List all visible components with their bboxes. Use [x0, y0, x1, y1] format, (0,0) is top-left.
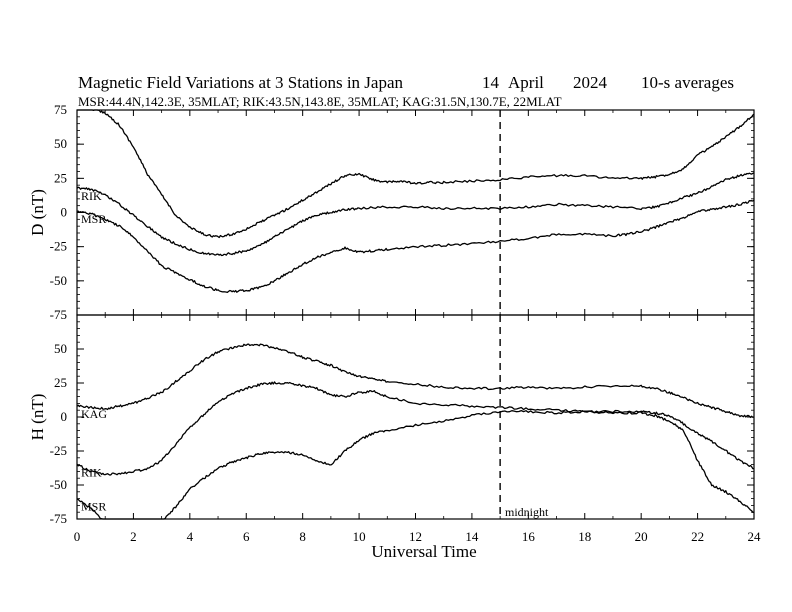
- year-label: 2024: [573, 73, 608, 92]
- station-label-rik: RIK: [81, 466, 102, 480]
- y-tick-label: -25: [50, 443, 67, 458]
- series-line-rik: [76, 172, 755, 257]
- x-tick-label: 0: [74, 529, 81, 544]
- stations-line: MSR:44.4N,142.3E, 35MLAT; RIK:43.5N,143.…: [78, 94, 562, 109]
- y-tick-label: -75: [50, 511, 67, 526]
- axes: 75 50 25 0 -25 -50 -75 D (nT) 50 25 0 -25 -50 -75 H (n…: [28, 102, 761, 544]
- station-labels: RIK MSR KAG RIK MSR: [81, 189, 107, 514]
- series-line-msr: [76, 409, 755, 520]
- series-line-kag: [77, 109, 755, 239]
- averaging-label: 10-s averages: [641, 73, 734, 92]
- panel-frame: [76, 314, 755, 520]
- y-tick-label: 75: [54, 102, 67, 117]
- x-tick-label: 24: [748, 529, 762, 544]
- x-tick-label: 2: [130, 529, 137, 544]
- x-tick-label: 10: [353, 529, 366, 544]
- x-tick-label: 16: [522, 529, 536, 544]
- y-tick-label: -75: [50, 307, 67, 322]
- y-tick-label: -50: [50, 477, 67, 492]
- series-line-msr: [76, 199, 755, 293]
- midnight-label: midnight: [505, 505, 549, 519]
- station-label-rik: RIK: [81, 189, 102, 203]
- x-tick-label: 4: [187, 529, 194, 544]
- station-label-msr: MSR: [81, 500, 106, 514]
- x-tick-label: 6: [243, 529, 250, 544]
- x-tick-label: 8: [299, 529, 306, 544]
- station-label-msr: MSR: [81, 212, 106, 226]
- y-axis-label: H (nT): [28, 394, 47, 441]
- y-tick-label: 25: [54, 375, 67, 390]
- x-tick-label: 18: [578, 529, 591, 544]
- y-axis-label: D (nT): [28, 189, 47, 236]
- y-tick-label: 0: [61, 409, 68, 424]
- station-label-kag: KAG: [81, 407, 107, 421]
- x-tick-label: 20: [635, 529, 648, 544]
- y-tick-label: 25: [54, 170, 67, 185]
- date-month: April: [508, 73, 544, 92]
- data-lines: [76, 109, 755, 520]
- x-axis-label: Universal Time: [371, 542, 476, 561]
- y-tick-label: 0: [61, 205, 68, 220]
- series-line-rik: [76, 381, 755, 476]
- x-tick-label: 14: [465, 529, 479, 544]
- x-tick-label: 22: [691, 529, 704, 544]
- y-tick-label: 50: [54, 341, 67, 356]
- y-tick-label: -25: [50, 239, 67, 254]
- chart-title: Magnetic Field Variations at 3 Stations …: [78, 73, 404, 92]
- date-day: 14: [482, 73, 500, 92]
- x-tick-label: 12: [409, 529, 422, 544]
- y-tick-label: -50: [50, 273, 67, 288]
- y-tick-label: 50: [54, 136, 67, 151]
- series-line-kag: [76, 343, 755, 419]
- panel-frame: [76, 109, 755, 316]
